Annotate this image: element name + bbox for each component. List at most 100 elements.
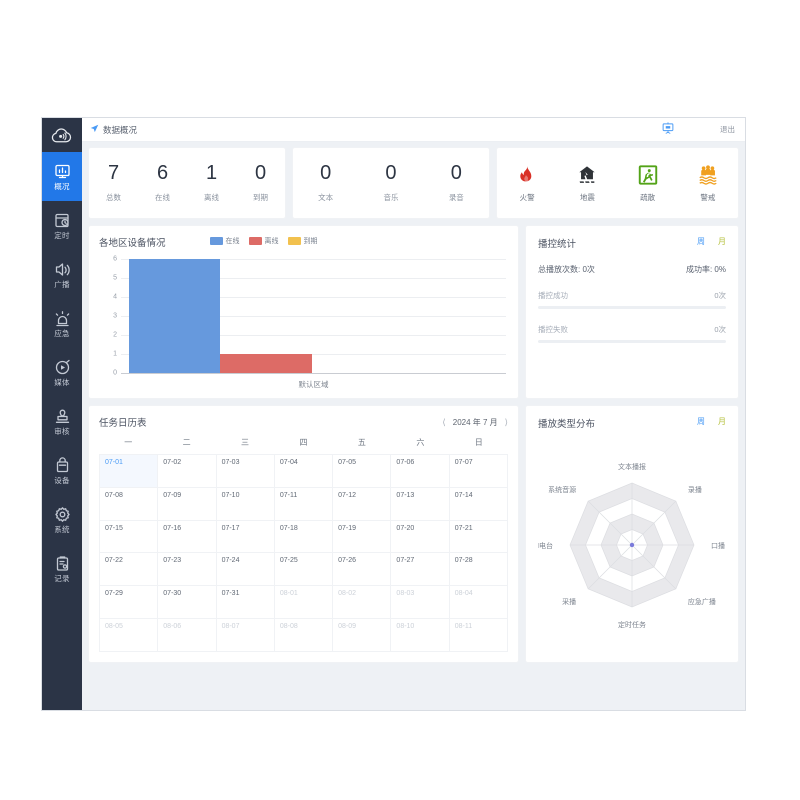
calendar-cell[interactable]: 07-27 <box>391 553 450 587</box>
radar-week-toggle[interactable]: 周 <box>697 417 705 426</box>
legend-item-2[interactable]: 到期 <box>287 236 318 246</box>
fire-flame-icon <box>520 165 532 181</box>
calendar-cell[interactable]: 07-28 <box>449 553 508 587</box>
calendar-cell[interactable]: 08-11 <box>449 619 508 652</box>
app-logo[interactable] <box>42 118 82 152</box>
media-stats-card: 0 文本 0 音乐 0 录音 <box>293 148 489 218</box>
calendar-cell[interactable]: 08-08 <box>274 619 334 652</box>
calendar-cell[interactable]: 07-01 <box>100 455 159 488</box>
calendar-cell[interactable]: 08-10 <box>391 619 450 652</box>
sidebar-item-0[interactable]: 概况 <box>42 152 82 201</box>
sidebar-item-5[interactable]: 审核 <box>42 397 82 446</box>
calendar-cell[interactable]: 07-20 <box>391 520 450 554</box>
calendar-cell[interactable]: 08-05 <box>100 619 159 652</box>
sidebar-item-1[interactable]: 定时 <box>42 201 82 250</box>
stat-value: 6 <box>156 162 169 184</box>
playback-week-toggle[interactable]: 周 <box>697 237 705 246</box>
region-chart-legend: 在线 离线 到期 <box>209 236 318 246</box>
sidebar-item-3[interactable]: 应急 <box>42 299 82 348</box>
weekday-1: 二 <box>182 438 191 447</box>
earthquake-house-icon <box>579 165 596 183</box>
radar-axis-5 <box>587 544 633 590</box>
radar-month-toggle[interactable]: 月 <box>718 417 726 426</box>
calendar-cell[interactable]: 08-09 <box>333 619 392 652</box>
calendar-cell[interactable]: 07-31 <box>216 586 275 620</box>
calendar-cell[interactable]: 08-07 <box>216 619 275 652</box>
calendar-cell[interactable]: 08-03 <box>391 586 450 620</box>
calendar-cell[interactable]: 07-23 <box>158 553 217 587</box>
bar-plot-area: 0 1 2 3 4 5 6 <box>113 256 506 377</box>
presentation-board-icon[interactable] <box>662 121 674 139</box>
legend-label: 到期 <box>303 238 318 245</box>
sidebar-item-7[interactable]: 系统 <box>42 495 82 544</box>
y-axis-tick: 4 <box>113 293 117 301</box>
calendar-cell[interactable]: 07-26 <box>333 553 392 587</box>
calendar-cell[interactable]: 07-18 <box>274 520 334 554</box>
sidebar-item-2[interactable]: 广播 <box>42 250 82 299</box>
emergency-action-2[interactable]: 疏散 <box>618 164 678 203</box>
calendar-cell[interactable]: 07-16 <box>158 520 217 554</box>
weekday-4: 五 <box>357 438 366 447</box>
calendar-cell[interactable]: 07-11 <box>274 487 334 521</box>
calendar-cell[interactable]: 07-09 <box>158 487 217 521</box>
playback-title: 播控统计 <box>538 239 577 250</box>
bar-在线[interactable] <box>128 259 221 373</box>
emergency-action-0[interactable]: 火警 <box>497 164 557 203</box>
calendar-cell[interactable]: 07-06 <box>391 455 450 488</box>
sidebar-item-6[interactable]: 设备 <box>42 446 82 495</box>
calendar-cell[interactable]: 08-01 <box>274 586 334 620</box>
calendar-cell[interactable]: 08-02 <box>333 586 392 620</box>
playback-bar-label: 播控成功 <box>538 291 568 300</box>
legend-item-1[interactable]: 离线 <box>248 236 279 246</box>
calendar-cell[interactable]: 07-21 <box>449 520 508 554</box>
calendar-cell[interactable]: 07-05 <box>333 455 392 488</box>
sidebar-item-8[interactable]: 记录 <box>42 544 82 593</box>
calendar-cell[interactable]: 07-17 <box>216 520 275 554</box>
summary-row: 7 总数 6 在线 1 离线 0 到期 0 文本 0 音乐 0 录音 火警 地震 疏散 警戒 <box>89 148 738 218</box>
y-axis-tick: 1 <box>113 350 117 358</box>
weekday-6: 日 <box>474 438 483 447</box>
legend-item-0[interactable]: 在线 <box>209 236 240 246</box>
playback-bar-head: 播控失败 0次 <box>538 324 726 335</box>
calendar-cell[interactable]: 07-13 <box>391 487 450 521</box>
calendar-cell[interactable]: 07-10 <box>216 487 275 521</box>
calendar-cell[interactable]: 07-07 <box>449 455 508 488</box>
stat-label: 音乐 <box>383 193 399 202</box>
y-axis-tick: 6 <box>113 255 117 263</box>
playback-stats-card: 播控统计 周 月 总播放次数: 0次 成功率: 0% 播控成功 0次 播控失败 0次 <box>526 226 738 398</box>
calendar-cell[interactable]: 07-19 <box>333 520 392 554</box>
calendar-cell[interactable]: 07-15 <box>100 520 159 554</box>
sidebar-item-4[interactable]: 媒体 <box>42 348 82 397</box>
calendar-cell[interactable]: 07-22 <box>100 553 159 587</box>
calendar-cell[interactable]: 07-12 <box>333 487 392 521</box>
calendar-cell[interactable]: 07-03 <box>216 455 275 488</box>
chevron-right-icon[interactable]: ⟩ <box>504 416 508 427</box>
emergency-action-1[interactable]: 地震 <box>557 164 617 203</box>
calendar-weekday-header: 一二三四五六日 <box>99 437 508 448</box>
stat-value: 0 <box>385 162 397 184</box>
calendar-cell[interactable]: 07-30 <box>158 586 217 620</box>
calendar-cell[interactable]: 07-04 <box>274 455 334 488</box>
playback-month-toggle[interactable]: 月 <box>718 237 726 246</box>
stat-label: 离线 <box>204 193 219 202</box>
emergency-action-3[interactable]: 警戒 <box>678 164 738 203</box>
charts-row: 各地区设备情况 在线 离线 到期 0 1 2 3 4 5 6 默认区域 播控统计 周 月 <box>89 226 738 398</box>
calendar-cell[interactable]: 07-02 <box>158 455 217 488</box>
media-stat-2: 0 录音 <box>424 163 489 203</box>
calendar-cell[interactable]: 07-24 <box>216 553 275 587</box>
exit-button[interactable]: 退出 <box>720 125 735 134</box>
calendar-cell[interactable]: 07-14 <box>449 487 508 521</box>
topbar: 数据概况 退出 <box>82 118 745 142</box>
device-stat-2: 1 离线 <box>187 163 236 203</box>
calendar-cell[interactable]: 08-06 <box>158 619 217 652</box>
chevron-left-icon[interactable]: ⟨ <box>442 416 446 427</box>
calendar-cell[interactable]: 08-04 <box>449 586 508 620</box>
calendar-header: 任务日历表 ⟨ 2024 年 7 月 ⟩ <box>99 415 508 430</box>
radar-axis-label-5: 采播 <box>562 597 576 606</box>
stat-label: 录音 <box>448 193 464 202</box>
calendar-cell[interactable]: 07-08 <box>100 487 159 521</box>
radar-axis-label-0: 文本播报 <box>618 462 646 471</box>
calendar-cell[interactable]: 07-29 <box>100 586 159 620</box>
bar-离线[interactable] <box>220 354 313 373</box>
calendar-cell[interactable]: 07-25 <box>274 553 334 587</box>
